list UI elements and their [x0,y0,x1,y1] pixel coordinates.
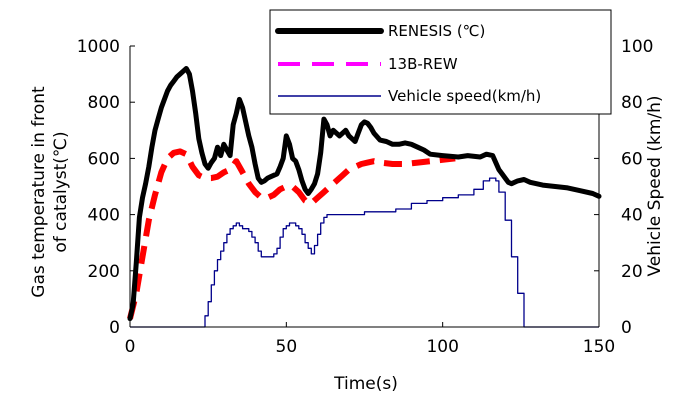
x-tick-label: 50 [276,337,298,357]
legend-label-vehicle-speed: Vehicle speed(km/h) [388,87,541,105]
series-line-vehicle-speed [130,177,599,328]
plot-area [127,66,602,328]
x-tick-label: 150 [583,337,615,357]
y-tick-label: 600 [88,149,120,169]
legend-label-renesis: RENESIS (℃) [388,22,485,40]
y2-tick-label: 100 [621,37,653,57]
y-tick-label: 0 [109,318,120,338]
y-tick-label: 1000 [77,37,120,57]
y-axis-title-line2: of catalyst(℃) [51,131,71,252]
y-tick-label: 400 [88,206,120,226]
legend-label-13b-rew: 13B-REW [388,55,458,73]
x-tick-label: 0 [125,337,136,357]
x-axis-title: Time(s) [333,374,398,394]
y2-tick-label: 20 [621,262,643,282]
y2-tick-label: 40 [621,206,643,226]
y-axis-title-line1: Gas temperature in front [29,86,49,298]
y2-tick-label: 80 [621,93,643,113]
y2-tick-label: 0 [621,318,632,338]
legend: RENESIS (℃) 13B-REW Vehicle speed(km/h) [269,9,612,115]
y2-tick-label: 60 [621,149,643,169]
series-line-renesis [127,66,602,322]
y-axis-title: Gas temperature in front of catalyst(℃) [29,86,71,298]
series-line-13b-rew [127,148,456,320]
y-tick-label: 200 [88,262,120,282]
y2-axis-title: Vehicle Speed (km/h) [645,95,665,276]
x-tick-label: 100 [426,337,458,357]
y-tick-label: 800 [88,93,120,113]
